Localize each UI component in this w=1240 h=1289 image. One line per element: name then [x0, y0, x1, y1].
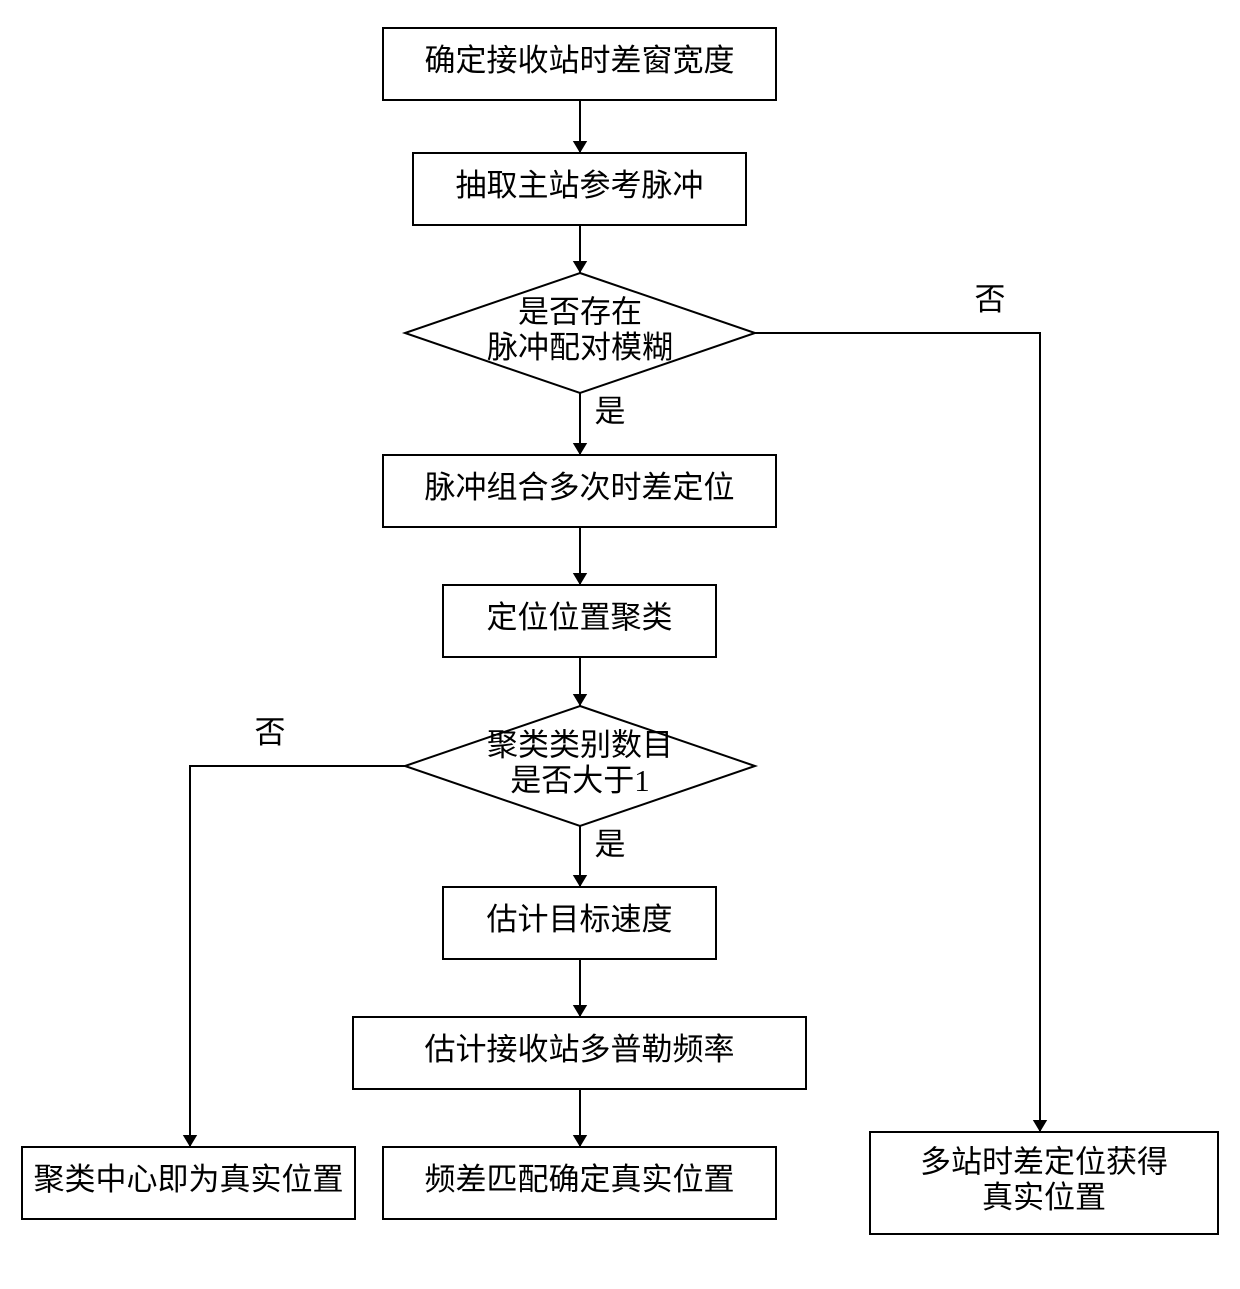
- edge-label: 是: [595, 394, 626, 429]
- svg-text:脉冲配对模糊: 脉冲配对模糊: [487, 330, 673, 365]
- arrow-head: [573, 261, 587, 273]
- arrow-head: [573, 875, 587, 887]
- svg-text:聚类类别数目: 聚类类别数目: [487, 727, 673, 762]
- arrow-head: [573, 573, 587, 585]
- svg-text:估计目标速度: 估计目标速度: [487, 902, 673, 937]
- svg-text:是否存在: 是否存在: [518, 294, 642, 329]
- edge-label: 否: [975, 282, 1006, 317]
- svg-text:真实位置: 真实位置: [982, 1180, 1106, 1215]
- arrow-head: [183, 1135, 197, 1147]
- arrow-head: [573, 1135, 587, 1147]
- arrow-head: [573, 141, 587, 153]
- svg-text:脉冲组合多次时差定位: 脉冲组合多次时差定位: [425, 470, 735, 505]
- arrow-head: [573, 1005, 587, 1017]
- svg-text:抽取主站参考脉冲: 抽取主站参考脉冲: [456, 168, 704, 203]
- svg-text:频差匹配确定真实位置: 频差匹配确定真实位置: [425, 1162, 735, 1197]
- svg-text:估计接收站多普勒频率: 估计接收站多普勒频率: [425, 1032, 735, 1067]
- flowchart-edge: [755, 333, 1040, 1132]
- arrow-head: [1033, 1120, 1047, 1132]
- svg-text:确定接收站时差窗宽度: 确定接收站时差窗宽度: [425, 43, 735, 78]
- svg-text:定位位置聚类: 定位位置聚类: [487, 600, 673, 635]
- arrow-head: [573, 443, 587, 455]
- edge-label: 是: [595, 827, 626, 862]
- svg-text:是否大于1: 是否大于1: [510, 763, 650, 798]
- arrow-head: [573, 694, 587, 706]
- svg-text:多站时差定位获得: 多站时差定位获得: [920, 1144, 1168, 1179]
- edge-label: 否: [255, 715, 286, 750]
- svg-text:聚类中心即为真实位置: 聚类中心即为真实位置: [34, 1162, 344, 1197]
